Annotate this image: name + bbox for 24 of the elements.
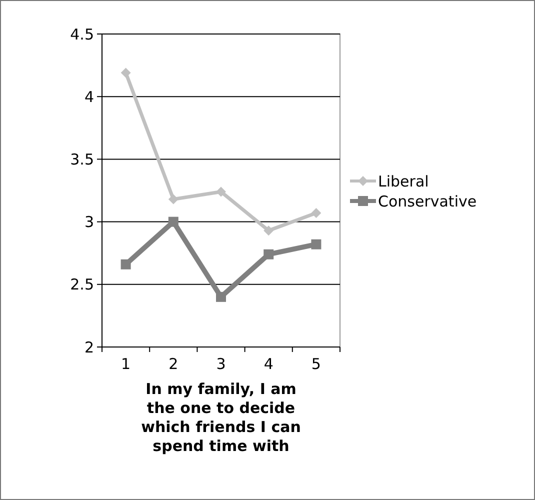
point: [264, 249, 274, 260]
x-tick-label: 4: [264, 355, 274, 373]
point: [168, 194, 178, 204]
y-tick-label: 4.5: [70, 25, 94, 44]
legend-label: Liberal: [378, 172, 429, 190]
y-tick-label: 3: [84, 213, 94, 232]
y-tick-label: 4: [84, 88, 94, 106]
x-tick-label: 2: [168, 355, 178, 373]
x-tick-label: 5: [311, 355, 321, 373]
point: [311, 208, 322, 218]
y-tick-label: 3.5: [70, 150, 94, 168]
point: [216, 292, 226, 302]
x-axis-title: In my family, I am the one to decide which friends I can spend time with: [141, 380, 301, 455]
y-tick-label: 2: [84, 338, 94, 356]
x-tick-label: 3: [216, 355, 226, 373]
point: [120, 68, 131, 78]
y-tick-label: 2.5: [70, 276, 94, 294]
legend-label: Conservative: [378, 192, 477, 210]
x-tick-label: 1: [121, 355, 131, 373]
point: [216, 186, 226, 197]
point: [120, 259, 131, 270]
point: [264, 226, 274, 236]
point: [168, 216, 178, 227]
point: [311, 239, 322, 250]
